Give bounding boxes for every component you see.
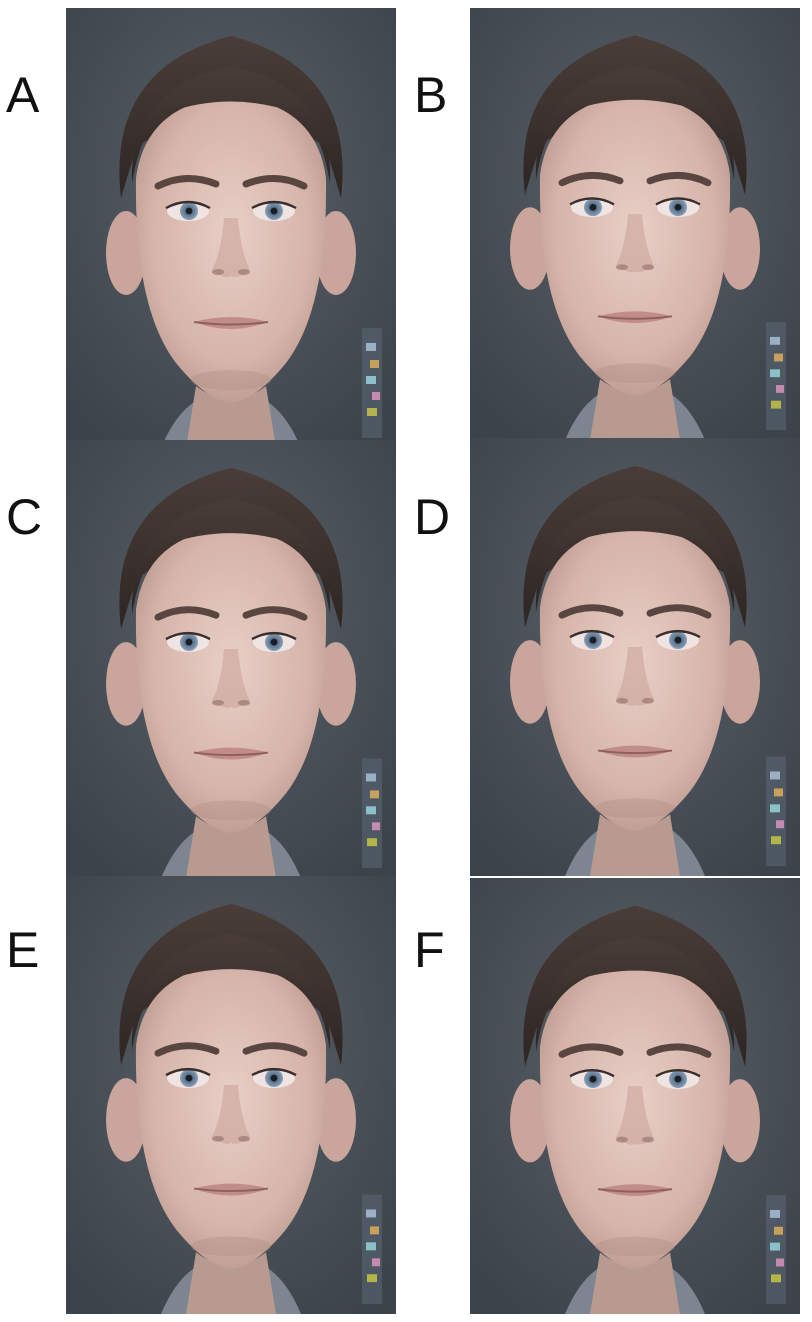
face-photo-d — [470, 438, 800, 876]
face-photo-f — [470, 878, 800, 1314]
panel-label-d: D — [414, 489, 451, 545]
face-photo-a — [66, 8, 396, 448]
face-photo-c — [66, 440, 396, 878]
panel-label-c: C — [6, 489, 43, 545]
face-photo-b — [470, 8, 800, 440]
panel-label-e: E — [6, 922, 40, 978]
panel-label-a: A — [6, 67, 40, 123]
face-photo-e — [66, 876, 396, 1314]
panel-label-f: F — [414, 922, 445, 978]
panel-label-b: B — [414, 67, 448, 123]
